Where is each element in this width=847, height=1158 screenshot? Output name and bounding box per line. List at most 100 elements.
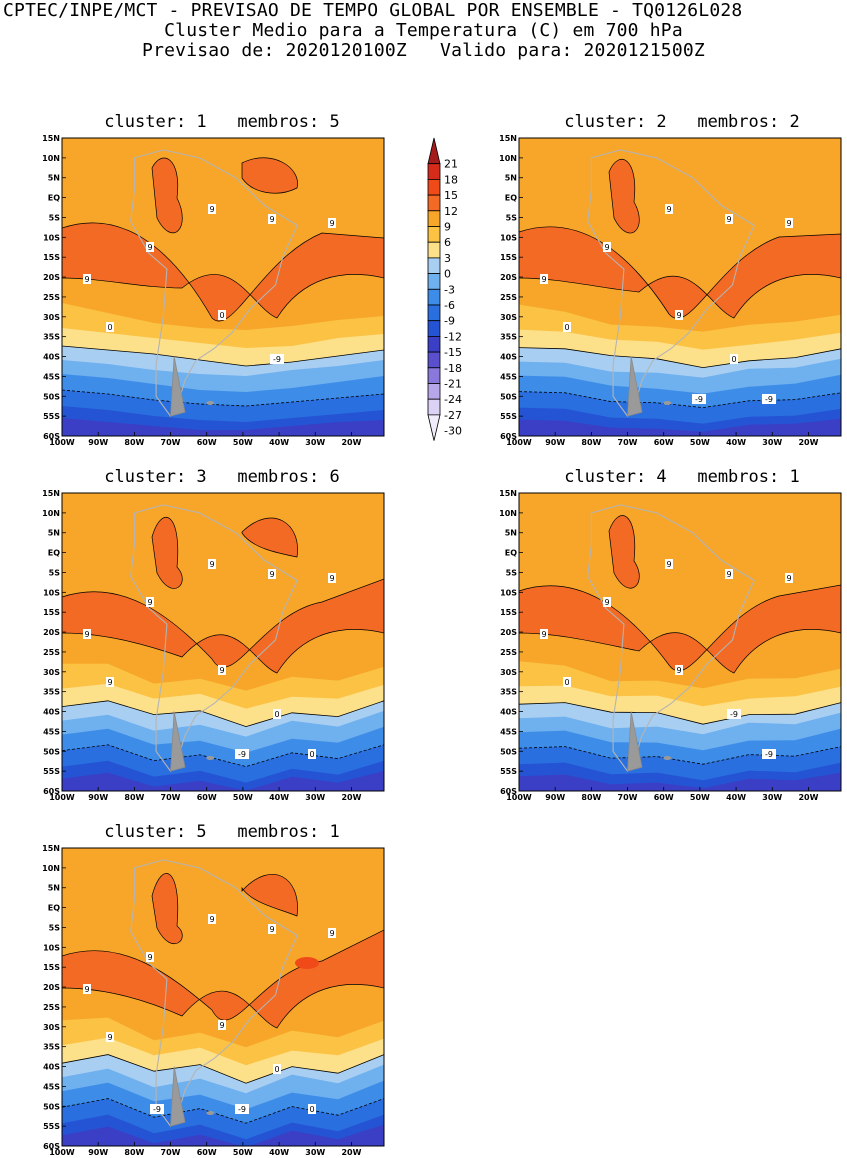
lat-label: 10N: [499, 154, 517, 163]
map-frame: [61, 137, 385, 437]
svg-text:0: 0: [107, 323, 112, 332]
svg-text:9: 9: [269, 570, 274, 579]
lat-label: 5N: [48, 174, 60, 183]
colorbar-swatch-12_15: [427, 179, 441, 196]
svg-text:9: 9: [107, 678, 112, 687]
colorbar-swatch-m18_m15: [427, 335, 441, 353]
contour-label: 9: [785, 573, 793, 583]
svg-text:9: 9: [269, 215, 274, 224]
lon-label: 30W: [305, 793, 325, 802]
colorbar-swatch-m6_m3: [427, 273, 441, 290]
lat-label: 45S: [43, 1082, 60, 1091]
field-9-12-north: [241, 517, 298, 558]
lon-label: 30W: [305, 1148, 325, 1157]
map-frame: [61, 847, 385, 1147]
lat-label: 20S: [500, 273, 517, 282]
lat-label: 15S: [500, 253, 517, 262]
lat-label: 10N: [42, 154, 60, 163]
field-9-12-north: [241, 873, 298, 917]
colorbar-swatch-15_18: [427, 163, 441, 180]
svg-text:9: 9: [676, 311, 681, 320]
lon-label: 90W: [545, 438, 565, 447]
colorbar-label: 15: [444, 189, 458, 202]
field-9-12: [62, 578, 384, 674]
patagonia-land: [170, 1066, 186, 1127]
colorbar-label: 6: [444, 236, 451, 249]
svg-text:-9: -9: [238, 750, 246, 759]
south-america-coastline: [130, 149, 298, 418]
svg-text:9: 9: [219, 1021, 224, 1030]
lon-label: 40W: [269, 1148, 289, 1157]
lat-label: 50S: [43, 1102, 60, 1111]
contour-label: 9: [725, 569, 733, 579]
contour-label: -9: [270, 354, 284, 364]
field-9-12: [62, 222, 384, 322]
falklands-land: [206, 401, 215, 406]
lat-label: 15N: [499, 134, 517, 143]
contour-label: 9: [328, 218, 336, 228]
lon-label: 40W: [269, 793, 289, 802]
lon-label: 90W: [88, 438, 108, 447]
colorbar-label: 9: [444, 221, 451, 234]
lat-label: 5N: [48, 884, 60, 893]
contour-label: 9: [106, 1032, 114, 1042]
contour-label: 9: [268, 924, 276, 934]
colorbar-label: 12: [444, 205, 458, 218]
lon-label: 50W: [233, 1148, 253, 1157]
south-america-coastline: [587, 149, 755, 418]
lon-label: 60W: [197, 1148, 217, 1157]
colorbar-label: -9: [444, 315, 455, 328]
contour-label: 0: [563, 322, 571, 332]
svg-text:9: 9: [666, 560, 671, 569]
colorbar-swatch-m12_m9: [427, 304, 441, 322]
lon-label: 20W: [798, 793, 818, 802]
field-12-15: [295, 957, 319, 969]
colorbar-label: -30: [444, 425, 462, 438]
temperature-map: 9 9 9 9 9 9 0 -9 -9 15N 10N 5N EQ 5S 10S 15S 20S 25S 30S 35…: [499, 489, 842, 802]
contour-label: 0: [308, 1104, 316, 1114]
contour-label: -9: [150, 1104, 164, 1114]
svg-text:9: 9: [84, 275, 89, 284]
lon-label: 30W: [762, 438, 782, 447]
field-m18-m15: [62, 770, 384, 791]
lon-label: 40W: [269, 438, 289, 447]
svg-text:9: 9: [84, 985, 89, 994]
colorbar-swatch-3_6: [427, 226, 441, 243]
map-frame: [518, 492, 842, 792]
svg-text:9: 9: [209, 205, 214, 214]
lon-label: 60W: [654, 793, 674, 802]
header-title: CPTEC/INPE/MCT - PREVISAO DE TEMPO GLOBA…: [3, 0, 743, 21]
lon-label: 70W: [618, 793, 638, 802]
lat-label: 15N: [42, 489, 60, 498]
colorbar-swatch-0_3: [427, 241, 441, 259]
svg-text:9: 9: [209, 560, 214, 569]
contour-label: 9: [328, 928, 336, 938]
lon-label: 50W: [233, 793, 253, 802]
colorbar-swatch-m30_m27: [427, 398, 441, 416]
lat-label: 10S: [43, 943, 60, 952]
contour-label: 9: [665, 559, 673, 569]
lat-label: 20S: [500, 628, 517, 637]
contour-label: 9: [83, 629, 91, 639]
svg-text:-9: -9: [153, 1105, 161, 1114]
lat-label: 60S: [500, 432, 517, 441]
contour-label: 9: [208, 914, 216, 924]
lat-label: 35S: [500, 688, 517, 697]
colorbar-legend: 21 18 15 12 9 6 3 0 -3 -6 -9 -12 -15 -18 -21 -24 -27 -30: [427, 137, 462, 441]
lon-label: 60W: [197, 793, 217, 802]
colorbar-label: 3: [444, 252, 451, 265]
colorbar-label: -24: [444, 393, 462, 406]
contour-label: 9: [208, 559, 216, 569]
lon-label: 80W: [124, 438, 144, 447]
field-9-12-blob: [151, 517, 183, 589]
lat-label: 25S: [43, 293, 60, 302]
lat-label: EQ: [48, 904, 60, 913]
colorbar-swatch-m21_m18: [427, 351, 441, 369]
svg-text:9: 9: [147, 598, 152, 607]
colorbar-label: -27: [444, 409, 462, 422]
lat-label: 25S: [500, 293, 517, 302]
lon-label: 70W: [161, 1148, 181, 1157]
lat-label: 50S: [500, 747, 517, 756]
svg-text:9: 9: [541, 275, 546, 284]
colorbar-swatch-lt_m30: [427, 414, 441, 441]
